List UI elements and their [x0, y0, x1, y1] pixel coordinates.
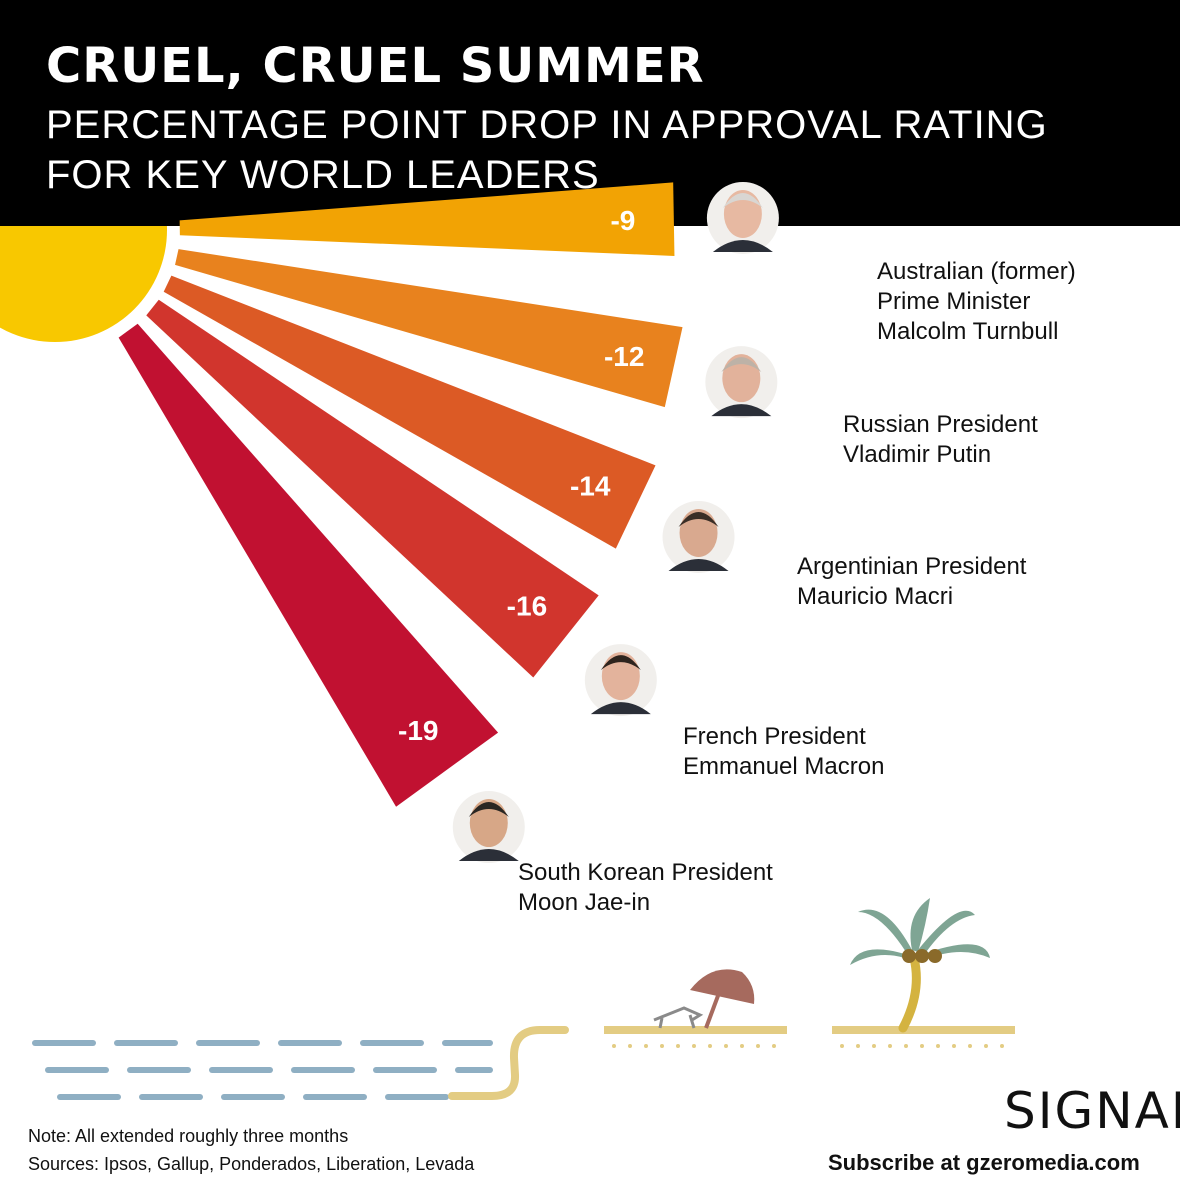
leader-portrait-icon — [705, 346, 778, 419]
leader-labels: Australian (former) Prime Minister Malcolm… — [518, 258, 1076, 916]
leader-portrait-icon — [706, 181, 779, 254]
leader-label: Malcolm Turnbull — [877, 318, 1058, 345]
ray-bar — [118, 323, 499, 807]
bar-value-labels: -9 -12 -14 -16 -19 — [398, 205, 644, 746]
bar-value-label: -12 — [604, 341, 644, 372]
leader-label: South Korean President — [518, 859, 773, 886]
bar-value-label: -14 — [570, 470, 611, 501]
sand-dots — [612, 1044, 1004, 1048]
footnote-note: Note: All extended roughly three months — [28, 1126, 348, 1146]
header-banner: CRUEL, CRUEL SUMMER PERCENTAGE POINT DRO… — [0, 0, 1180, 226]
footnote-sources: Sources: Ipsos, Gallup, Ponderados, Libe… — [28, 1154, 475, 1174]
deck-chair-icon — [653, 1006, 704, 1029]
chart-subtitle-line-1: PERCENTAGE POINT DROP IN APPROVAL RATING — [46, 103, 1048, 147]
beach-umbrella-icon — [690, 969, 755, 1029]
leader-label: Vladimir Putin — [843, 441, 991, 468]
sun-icon — [0, 226, 167, 342]
leader-label: Russian President — [843, 411, 1038, 438]
palm-tree-icon — [850, 898, 990, 1033]
leader-portrait-icon — [452, 791, 525, 864]
bar-value-label: -9 — [610, 205, 635, 236]
bar-value-label: -16 — [507, 590, 547, 621]
leader-portraits — [452, 181, 779, 864]
leader-label: Prime Minister — [877, 288, 1030, 315]
chart-title: CRUEL, CRUEL SUMMER — [46, 38, 705, 94]
shoreline-icon — [448, 1026, 569, 1100]
water-waves-icon — [32, 1040, 493, 1100]
leader-label: Argentinian President — [797, 553, 1027, 580]
signal-logo: SIGNAL — [1004, 1082, 1180, 1140]
ray-bar — [146, 299, 599, 678]
sun-rays-bars — [118, 182, 683, 807]
leader-label: Mauricio Macri — [797, 583, 953, 610]
leader-label: Emmanuel Macron — [683, 753, 884, 780]
leader-label: Moon Jae-in — [518, 889, 650, 916]
ray-bar — [163, 275, 656, 549]
ray-bar — [179, 182, 675, 256]
chart-subtitle-line-2: FOR KEY WORLD LEADERS — [46, 153, 600, 197]
leader-portrait-icon — [662, 500, 735, 573]
beach-scene — [32, 898, 1015, 1100]
leader-label: Australian (former) — [877, 258, 1076, 285]
subscribe-link[interactable]: Subscribe at gzeromedia.com — [828, 1150, 1140, 1175]
bar-value-label: -19 — [398, 715, 438, 746]
leader-portrait-icon — [584, 644, 657, 717]
ray-bar — [175, 249, 683, 408]
leader-label: French President — [683, 723, 866, 750]
